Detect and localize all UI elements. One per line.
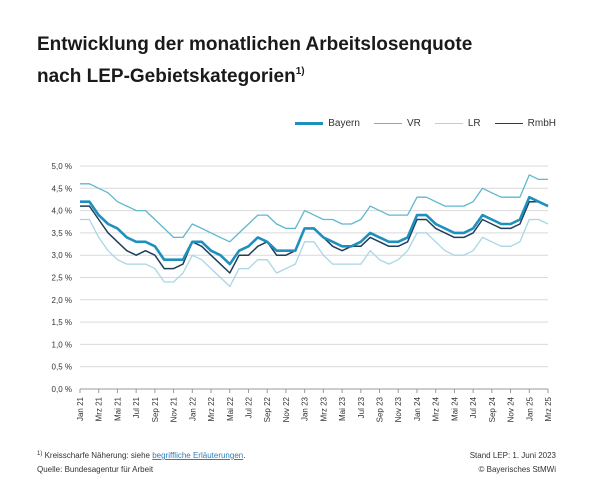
series-line-rmbh: [80, 200, 549, 274]
footnote-marker: 1): [37, 451, 43, 457]
series-line-bayern: [80, 195, 549, 266]
series-line-lr: [80, 218, 549, 288]
y-tick-label: 1,0 %: [52, 340, 72, 349]
x-tick-label: Mai 22: [226, 396, 235, 421]
legend-swatch: [373, 123, 402, 124]
x-tick-label: Mai 21: [113, 396, 122, 421]
source-note: Quelle: Bundesagentur für Arbeit: [37, 465, 154, 474]
title-line-2: nach LEP-Gebietskategorien1): [37, 66, 305, 87]
x-tick-label: Nov 24: [507, 396, 516, 422]
x-tick-label: Nov 23: [394, 396, 403, 422]
legend-item-vr: VR: [373, 118, 421, 129]
legend-swatch: [494, 123, 523, 124]
footnote-text: Kreisscharfe Näherung: siehe: [44, 451, 153, 460]
y-tick-label: 5,0 %: [52, 162, 72, 171]
y-tick-label: 2,0 %: [52, 296, 72, 305]
x-tick-label: Mai 23: [338, 396, 347, 421]
y-tick-label: 3,5 %: [52, 229, 72, 238]
legend-label: VR: [406, 118, 421, 129]
x-tick-label: Mrz 24: [432, 396, 441, 421]
y-tick-label: 1,5 %: [52, 318, 72, 327]
x-tick-label: Mrz 22: [207, 396, 216, 421]
x-tick-label: Mrz 21: [95, 396, 104, 421]
x-tick-label: Nov 21: [170, 396, 179, 422]
x-tick-label: Jan 23: [301, 396, 310, 421]
x-tick-label: Jan 25: [525, 396, 534, 421]
y-tick-label: 3,0 %: [52, 251, 72, 260]
y-tick-label: 0,0 %: [52, 385, 72, 394]
x-tick-label: Mai 24: [450, 396, 459, 421]
legend-item-bayern: Bayern: [295, 118, 360, 129]
x-tick-label: Sep 21: [151, 396, 160, 422]
footnote: 1) Kreisscharfe Näherung: siehe begriffl…: [37, 451, 246, 460]
x-tick-label: Mrz 23: [319, 396, 328, 421]
y-tick-label: 2,5 %: [52, 274, 72, 283]
legend-label: Bayern: [328, 118, 360, 129]
legend-label: RmbH: [527, 118, 556, 129]
x-tick-label: Jan 21: [76, 396, 85, 421]
legend-item-rmbh: RmbH: [494, 118, 556, 129]
footnote-link[interactable]: begriffliche Erläuterungen: [152, 451, 244, 460]
x-tick-label: Jan 24: [413, 396, 422, 421]
y-tick-label: 0,5 %: [52, 363, 72, 372]
x-tick-label: Sep 24: [488, 396, 497, 422]
x-tick-label: Jul 24: [469, 396, 478, 418]
x-tick-label: Sep 22: [263, 396, 272, 422]
y-tick-label: 4,5 %: [52, 184, 72, 193]
series-line-vr: [80, 174, 548, 243]
title-footnote-marker: 1): [295, 66, 305, 77]
x-tick-label: Sep 23: [376, 396, 385, 422]
y-tick-label: 4,0 %: [52, 207, 72, 216]
title-line-1: Entwicklung der monatlichen Arbeitslosen…: [37, 34, 473, 55]
legend-label: LR: [467, 118, 481, 129]
chart-title: Entwicklung der monatlichen Arbeitslosen…: [37, 31, 472, 90]
x-tick-label: Jul 21: [132, 396, 141, 418]
x-tick-label: Mrz 25: [544, 396, 553, 421]
x-tick-label: Jan 22: [188, 396, 197, 421]
legend-swatch: [295, 122, 324, 125]
x-tick-label: Jul 23: [357, 396, 366, 418]
stand-note: Stand LEP: 1. Juni 2023: [469, 451, 556, 460]
x-tick-label: Nov 22: [282, 396, 291, 422]
legend-item-lr: LR: [434, 118, 481, 129]
chart-legend: Bayern VR LR RmbH: [295, 118, 556, 129]
legend-swatch: [434, 123, 463, 124]
copyright-note: © Bayerisches StMWi: [478, 465, 556, 474]
x-tick-label: Jul 22: [244, 396, 253, 418]
